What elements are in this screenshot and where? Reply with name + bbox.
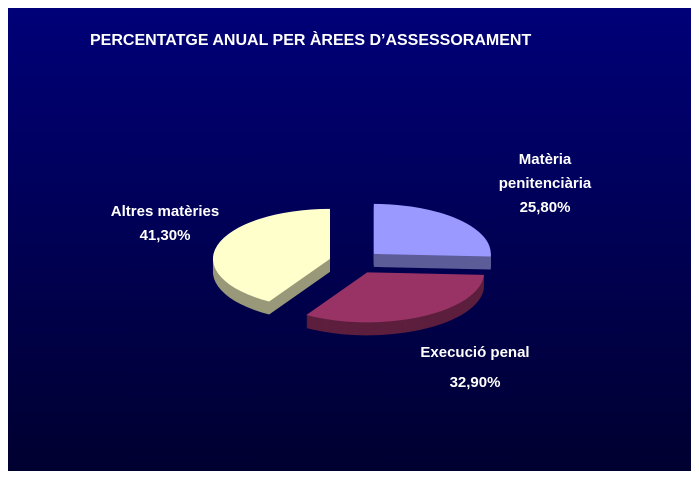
- category-label: Matèria penitenciària: [498, 151, 592, 192]
- background: [8, 8, 691, 471]
- slice-label: Matèria penitenciària 25,80%: [485, 148, 605, 220]
- slice: [306, 272, 485, 323]
- category-label: Altres matèries: [110, 203, 220, 220]
- slice: [212, 208, 330, 302]
- chart-title: PERCENTATGE ANUAL PER ÀREES D’ASSESSORAM…: [90, 32, 532, 49]
- category-label: Execució penal: [420, 344, 530, 361]
- slice-label: Altres matèries 41,30%: [100, 200, 230, 248]
- value-label: 25,80%: [519, 199, 571, 216]
- value-label: 41,30%: [139, 227, 191, 244]
- value-label: 32,90%: [449, 374, 501, 391]
- slice-label: Execució penal 32,90%: [410, 338, 540, 398]
- slice: [373, 203, 491, 257]
